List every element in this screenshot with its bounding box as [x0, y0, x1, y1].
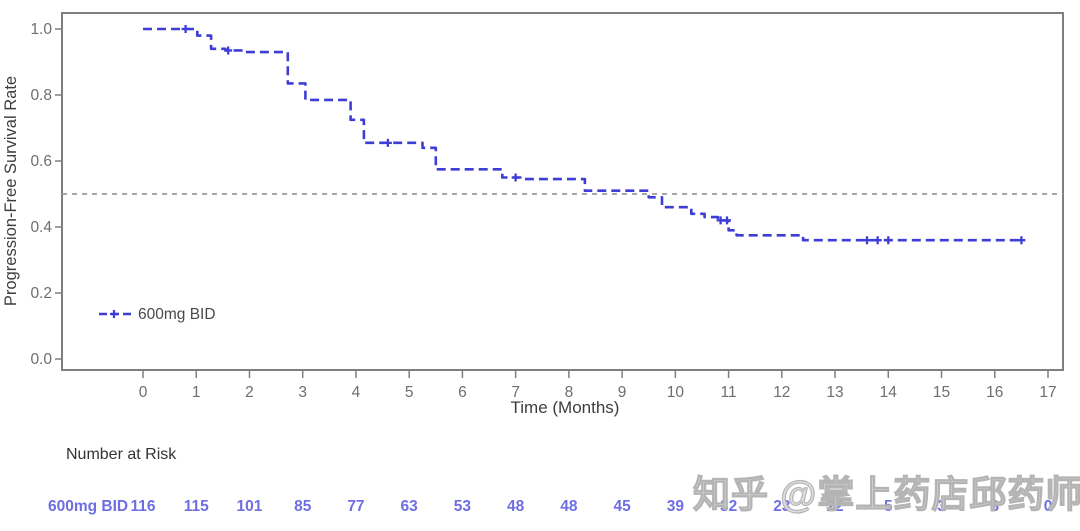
censor-mark-icon	[224, 46, 233, 55]
risk-value-month-5: 63	[401, 498, 419, 515]
risk-value-month-6: 53	[454, 498, 472, 515]
risk-value-month-7: 48	[507, 498, 525, 515]
y-tick-label-1.0: 1.0	[30, 21, 52, 38]
risk-value-month-4: 77	[347, 498, 364, 515]
x-tick-label-3: 3	[298, 384, 307, 401]
x-axis-ticks: 0 1 2 3 4 5 6 7 8 9 10 11 12 13 14 15 16 17	[139, 371, 1057, 401]
censor-marks	[181, 25, 1026, 245]
censor-mark-icon	[722, 216, 731, 225]
y-tick-label-0.0: 0.0	[30, 351, 52, 368]
plot-frame	[61, 12, 1064, 371]
censor-mark-icon	[863, 236, 871, 245]
x-tick-label-8: 8	[565, 384, 574, 401]
x-tick-label-6: 6	[458, 384, 467, 401]
risk-value-month-1: 115	[184, 498, 209, 515]
x-tick-label-17: 17	[1039, 384, 1056, 401]
legend: 600mg BID	[99, 306, 216, 323]
x-tick-label-1: 1	[192, 384, 201, 401]
risk-value-month-3: 85	[294, 498, 312, 515]
x-tick-label-0: 0	[139, 384, 148, 401]
risk-value-month-13: 22	[826, 498, 843, 515]
y-tick-label-0.6: 0.6	[30, 153, 52, 170]
censor-mark-icon	[1017, 236, 1026, 245]
risk-value-month-8: 48	[560, 498, 578, 515]
risk-value-month-16: 3	[990, 498, 999, 515]
risk-value-month-2: 101	[237, 498, 263, 515]
plot-border	[61, 12, 1064, 371]
censor-mark-icon	[511, 173, 520, 182]
km-step-line	[143, 27, 1024, 242]
y-axis-label: Progression-Free Survival Rate	[2, 76, 20, 306]
x-tick-label-16: 16	[986, 384, 1003, 401]
x-tick-label-4: 4	[352, 384, 361, 401]
x-tick-label-9: 9	[618, 384, 627, 401]
risk-values-row: 116 115 101 85 77 63 53 48 48 45 39 32 23 22 5 3 3 0	[130, 498, 1052, 515]
x-tick-label-11: 11	[721, 384, 737, 401]
risk-value-month-14: 5	[884, 498, 893, 515]
legend-censor-icon	[110, 310, 118, 318]
x-axis-label: Time (Months)	[511, 398, 620, 417]
x-tick-label-12: 12	[773, 384, 790, 401]
x-tick-label-14: 14	[880, 384, 898, 401]
y-axis-ticks: 0.0 0.2 0.4 0.6 0.8 1.0	[30, 21, 62, 368]
risk-value-month-15: 3	[937, 498, 946, 515]
risk-row-label: 600mg BID	[48, 498, 128, 515]
censor-mark-icon	[181, 25, 190, 33]
survival-curve-600mg-bid	[143, 27, 1024, 242]
number-at-risk-title: Number at Risk	[66, 446, 177, 463]
x-tick-label-10: 10	[667, 384, 685, 401]
censor-mark-icon	[884, 236, 893, 245]
risk-value-month-12: 23	[773, 498, 791, 515]
y-tick-label-0.4: 0.4	[30, 219, 52, 236]
censor-mark-icon	[383, 138, 392, 147]
legend-label: 600mg BID	[138, 306, 216, 323]
x-tick-label-7: 7	[511, 384, 520, 401]
y-tick-label-0.2: 0.2	[30, 285, 52, 302]
risk-value-month-17: 0	[1044, 498, 1053, 515]
y-tick-label-0.8: 0.8	[30, 87, 52, 104]
risk-value-month-9: 45	[613, 498, 631, 515]
x-tick-label-2: 2	[245, 384, 254, 401]
x-tick-label-15: 15	[933, 384, 950, 401]
x-tick-label-13: 13	[826, 384, 843, 401]
x-tick-label-5: 5	[405, 384, 414, 401]
risk-value-month-10: 39	[667, 498, 685, 515]
risk-value-month-0: 116	[130, 498, 155, 515]
censor-mark-icon	[873, 236, 882, 245]
risk-value-month-11: 32	[720, 498, 737, 515]
